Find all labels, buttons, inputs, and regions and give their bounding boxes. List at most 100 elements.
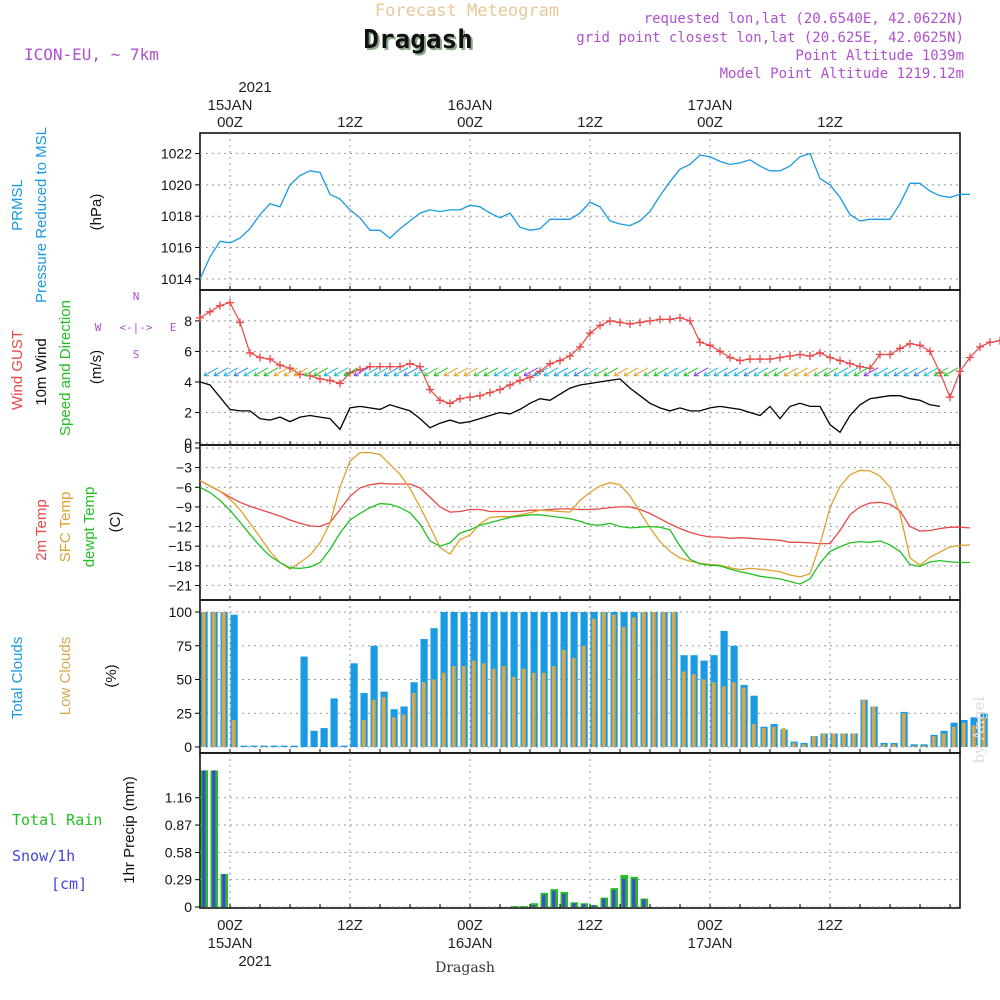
gust-point bbox=[876, 350, 884, 359]
wind-direction-arrow bbox=[263, 367, 279, 377]
gust-point bbox=[656, 315, 664, 324]
low-cloud-bar bbox=[391, 717, 396, 747]
low-cloud-bar bbox=[591, 618, 596, 747]
gust-point bbox=[486, 388, 494, 397]
wind-direction-arrow bbox=[353, 367, 369, 377]
wind-direction-arrow bbox=[603, 367, 619, 377]
sfc-label: SFC Temp bbox=[57, 492, 74, 563]
gust-point bbox=[716, 347, 724, 356]
gust-point bbox=[576, 342, 584, 351]
gust-point bbox=[606, 316, 614, 325]
gust-point bbox=[406, 359, 414, 368]
total-cloud-bar bbox=[350, 663, 358, 747]
gust-point bbox=[896, 344, 904, 353]
panel-frame bbox=[199, 599, 961, 754]
wind-direction-arrow bbox=[203, 367, 219, 377]
y-tick-label: 0.58 bbox=[165, 844, 192, 860]
top-hour-label: 00Z bbox=[457, 114, 483, 131]
gust-point bbox=[646, 316, 654, 325]
low-cloud-bar bbox=[791, 742, 796, 747]
snow-bar bbox=[212, 770, 216, 907]
wind-direction-arrow bbox=[513, 367, 529, 377]
pressure-unit: (hPa) bbox=[88, 194, 105, 231]
gust-point bbox=[456, 394, 464, 403]
wind-direction-arrow bbox=[763, 367, 779, 377]
snow-bar bbox=[542, 894, 546, 907]
total-cloud-bar bbox=[270, 745, 278, 747]
snow-bar bbox=[202, 770, 206, 907]
grid-point-coords: grid point closest lon,lat (20.625E, 42.… bbox=[576, 30, 964, 46]
low-cloud-bar bbox=[501, 666, 506, 747]
low-cloud-bar bbox=[921, 745, 926, 747]
wind-direction-arrow bbox=[503, 367, 519, 377]
wind-direction-arrow bbox=[463, 367, 479, 377]
footer-location: Dragash bbox=[435, 960, 495, 976]
wind-direction-arrow bbox=[883, 367, 899, 377]
temp2m-label: 2m Temp bbox=[33, 499, 50, 560]
total-cloud-bar bbox=[300, 656, 308, 747]
wind-direction-arrow bbox=[543, 367, 559, 377]
low-cloud-bar bbox=[861, 699, 866, 747]
low-cloud-bar bbox=[771, 726, 776, 747]
compass-s: S bbox=[133, 348, 140, 361]
y-tick-label: 1020 bbox=[161, 177, 192, 193]
total-cloud-bar bbox=[310, 730, 318, 747]
y-tick-label: 0.87 bbox=[165, 817, 192, 833]
panel-temperature: 0 −3 −6 −9 −12 −15 −18 −21 bbox=[168, 440, 961, 601]
gust-point bbox=[476, 391, 484, 400]
y-tick-label: −12 bbox=[168, 519, 192, 535]
wind-direction-arrow bbox=[303, 367, 319, 377]
low-cloud-bar bbox=[811, 736, 816, 747]
low-cloud-bar bbox=[891, 744, 896, 747]
wind-direction-arrow bbox=[853, 367, 869, 377]
wind-direction-arrow bbox=[713, 367, 729, 377]
gust-point bbox=[216, 301, 224, 310]
gust-point bbox=[376, 362, 384, 371]
gust-point bbox=[926, 347, 934, 356]
top-date-label: 16JAN bbox=[447, 97, 492, 114]
y-tick-label: −18 bbox=[168, 558, 192, 574]
gust-point bbox=[396, 362, 404, 371]
wind-direction-arrow bbox=[903, 367, 919, 377]
total-cloud-bar bbox=[330, 698, 338, 747]
low-cloud-bar bbox=[731, 682, 736, 747]
low-cloud-bar bbox=[831, 733, 836, 747]
wind-direction-arrow bbox=[573, 367, 589, 377]
wind-direction-arrow bbox=[783, 367, 799, 377]
gust-point bbox=[626, 319, 634, 328]
wind-direction-arrow bbox=[623, 367, 639, 377]
snow-bar bbox=[612, 890, 616, 907]
wind-direction-arrow bbox=[243, 367, 259, 377]
bottom-hour-label: 00Z bbox=[697, 917, 723, 934]
snow-unit-label: [cm] bbox=[51, 875, 87, 893]
gust-point bbox=[436, 396, 444, 405]
low-cloud-bar bbox=[751, 724, 756, 747]
wind-direction-arrow bbox=[293, 367, 309, 377]
wind-direction-arrow bbox=[823, 367, 839, 377]
chart-title: Forecast Meteogram bbox=[375, 1, 559, 21]
wind-direction-arrow bbox=[583, 367, 599, 377]
wind-direction-arrow bbox=[803, 367, 819, 377]
y-tick-label: 1.16 bbox=[165, 790, 192, 806]
wind-direction-arrow bbox=[553, 367, 569, 377]
total-cloud-bar bbox=[290, 745, 298, 747]
low-cloud-bar bbox=[781, 728, 786, 747]
snow-bar bbox=[572, 903, 576, 907]
low-cloud-bar bbox=[201, 612, 206, 747]
y-tick-label: −3 bbox=[176, 460, 192, 476]
y-tick-label: 0 bbox=[184, 440, 192, 456]
wind-direction-arrow bbox=[533, 367, 549, 377]
wind-direction-arrow bbox=[633, 367, 649, 377]
y-tick-label: 0.29 bbox=[165, 872, 192, 888]
y-tick-label: −15 bbox=[168, 538, 192, 554]
gust-point bbox=[466, 393, 474, 402]
gust-point bbox=[276, 361, 284, 370]
top-hour-label: 12Z bbox=[337, 114, 363, 131]
snow-bar bbox=[582, 904, 586, 907]
gust-point bbox=[236, 318, 244, 327]
low-cloud-bar bbox=[691, 674, 696, 747]
low-cloud-bar bbox=[551, 666, 556, 747]
gust-point bbox=[816, 348, 824, 357]
wind-direction-arrow bbox=[253, 367, 269, 377]
